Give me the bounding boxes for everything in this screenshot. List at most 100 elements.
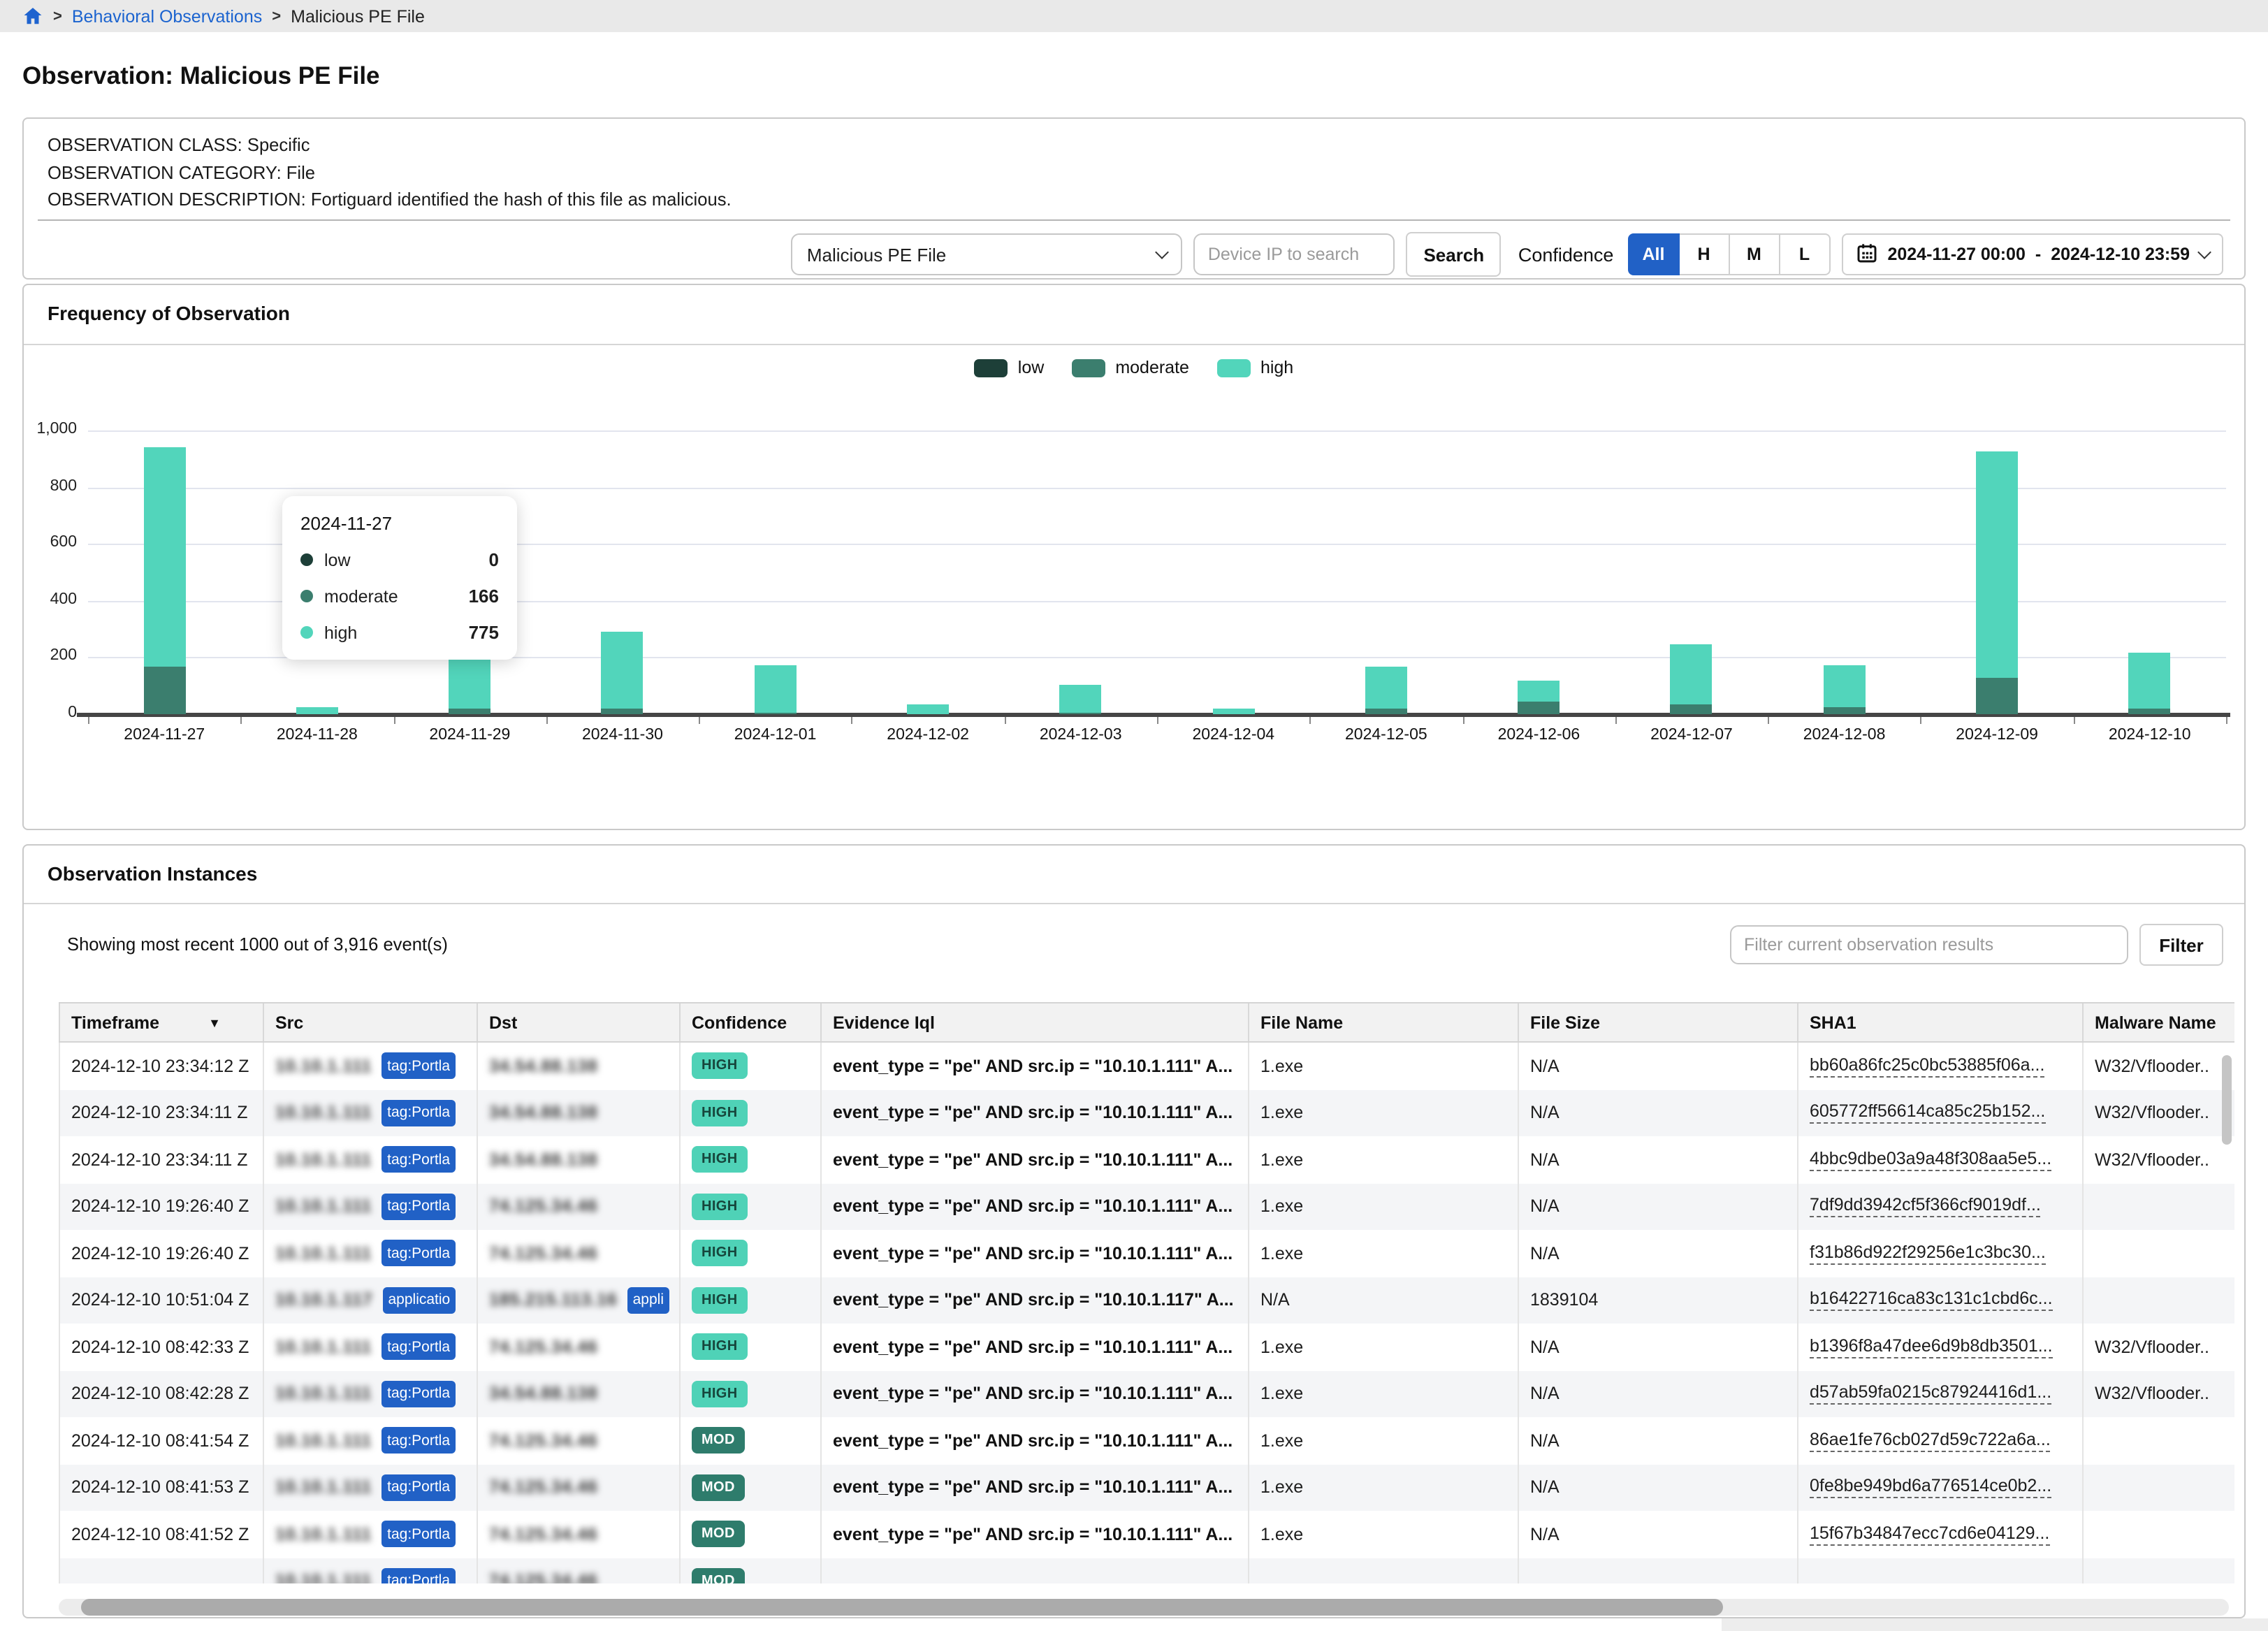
bar-2024-11-28[interactable] (241, 430, 394, 714)
divider (38, 219, 2230, 221)
bar-segment-high (907, 704, 950, 714)
table-row[interactable]: 2024-12-10 19:26:40 Z 10.10.1.111 tag:Por… (59, 1230, 2234, 1277)
bar-2024-12-02[interactable] (852, 430, 1005, 714)
bar-2024-12-08[interactable] (1768, 430, 1921, 714)
y-axis-tick-label: 800 (50, 477, 77, 495)
column-header-timeframe[interactable]: Timeframe ▼ (59, 1003, 264, 1041)
bar-2024-11-30[interactable] (546, 430, 699, 714)
x-axis-tick-label: 2024-12-05 (1345, 727, 1427, 744)
legend-swatch (1072, 358, 1106, 377)
bar-2024-12-10[interactable] (2073, 430, 2226, 714)
src-tag-badge: tag:Portla (381, 1380, 456, 1407)
table-row[interactable]: 2024-12-10 23:34:11 Z 10.10.1.111 tag:Por… (59, 1136, 2234, 1183)
bar-2024-12-03[interactable] (1004, 430, 1157, 714)
filter-button[interactable]: Filter (2139, 924, 2223, 966)
table-row[interactable]: 2024-12-10 08:41:52 Z 10.10.1.111 tag:Por… (59, 1511, 2234, 1558)
confidence-badge: HIGH (692, 1099, 748, 1126)
window-scrollbar-strip[interactable] (1722, 1618, 2268, 1631)
column-header-sha1[interactable]: SHA1 (1798, 1003, 2084, 1041)
table-row[interactable]: 2024-12-10 19:26:40 Z 10.10.1.111 tag:Por… (59, 1183, 2234, 1230)
bar-2024-11-27[interactable] (88, 430, 241, 714)
x-axis-tick (546, 717, 548, 724)
table-row[interactable]: 2024-12-10 23:34:11 Z 10.10.1.111 tag:Por… (59, 1089, 2234, 1136)
sha1-link[interactable]: 7df9dd3942cf5f366cf9019df... (1810, 1196, 2041, 1218)
column-header-dst[interactable]: Dst (478, 1003, 681, 1041)
blurred-src-ip: 10.10.1.111 (275, 1196, 372, 1217)
sha1-link[interactable]: 4bbc9dbe03a9a48f308aa5e5... (1810, 1149, 2052, 1171)
legend-item-high[interactable]: high (1216, 358, 1293, 377)
column-header-confidence[interactable]: Confidence (681, 1003, 822, 1041)
sha1-link[interactable]: b1396f8a47dee6d9b8db3501... (1810, 1336, 2053, 1358)
confidence-option-l[interactable]: L (1780, 233, 1831, 275)
bar-2024-12-07[interactable] (1615, 430, 1768, 714)
table-row[interactable]: 2024-12-10 08:42:33 Z 10.10.1.111 tag:Por… (59, 1324, 2234, 1370)
horizontal-scrollbar[interactable] (59, 1599, 2229, 1616)
x-axis-tick-label: 2024-11-28 (276, 727, 358, 744)
y-axis-tick-label: 0 (68, 704, 77, 721)
blurred-src-ip: 10.10.1.111 (275, 1103, 372, 1123)
legend-item-low[interactable]: low (974, 358, 1044, 377)
column-header-evidence[interactable]: Evidence Iql (822, 1003, 1249, 1041)
sha1-link[interactable]: bb60a86fc25c0bc53885f06a... (1810, 1055, 2045, 1078)
sha1-link[interactable]: d57ab59fa0215c87924416d1... (1810, 1383, 2052, 1405)
blurred-dst-ip: 185.215.113.16 (489, 1290, 618, 1310)
bar-2024-12-06[interactable] (1462, 430, 1615, 714)
date-range-picker[interactable]: 2024-11-27 00:00 - 2024-12-10 23:59 (1841, 233, 2223, 275)
x-axis-tick (851, 717, 853, 724)
bar-segment-high (601, 632, 644, 709)
bar-segment-moderate (601, 709, 644, 714)
table-row[interactable]: 2024-12-10 08:41:54 Z 10.10.1.111 tag:Por… (59, 1417, 2234, 1464)
blurred-dst-ip: 74.125.34.46 (489, 1571, 598, 1584)
breadcrumb-link-behavioral-observations[interactable]: Behavioral Observations (71, 6, 263, 26)
confidence-option-m[interactable]: M (1729, 233, 1780, 275)
x-axis-tick (393, 717, 395, 724)
sha1-link[interactable]: 0fe8be949bd6a776514ce0b2... (1810, 1477, 2052, 1499)
legend-item-moderate[interactable]: moderate (1072, 358, 1189, 377)
confidence-badge: MOD (692, 1427, 745, 1454)
x-axis-tick (1615, 717, 1617, 724)
confidence-badge: MOD (692, 1474, 745, 1501)
sha1-link[interactable]: f31b86d922f29256e1c3bc30... (1810, 1242, 2046, 1265)
table-row[interactable]: 2024-12-10 08:42:28 Z 10.10.1.111 tag:Por… (59, 1370, 2234, 1417)
sha1-link[interactable]: 15f67b34847ecc7cd6e04129... (1810, 1523, 2050, 1546)
column-header-src[interactable]: Src (264, 1003, 478, 1041)
sha1-link[interactable]: 605772ff56614ca85c25b152... (1810, 1102, 2046, 1124)
home-icon[interactable] (22, 6, 43, 27)
blurred-dst-ip: 34.54.88.138 (489, 1056, 598, 1076)
table-row[interactable]: 10.10.1.111 tag:Portla 74.125.34.46 MOD (59, 1558, 2234, 1583)
sort-descending-icon[interactable]: ▼ (208, 1015, 221, 1029)
bar-segment-high (754, 665, 797, 713)
x-axis-tick-label: 2024-12-01 (734, 727, 817, 744)
gridline (88, 600, 2226, 602)
bar-segment-moderate (1365, 709, 1407, 714)
bar-2024-12-04[interactable] (1157, 430, 1310, 714)
device-ip-input[interactable] (1193, 233, 1395, 275)
confidence-option-all[interactable]: All (1627, 233, 1680, 275)
sha1-link[interactable]: b16422716ca83c131c1cbd6c... (1810, 1289, 2053, 1312)
observation-category: OBSERVATION CATEGORY: File (48, 161, 316, 182)
y-axis-tick-label: 200 (50, 647, 77, 665)
confidence-option-h[interactable]: H (1679, 233, 1730, 275)
x-axis-tick (1462, 717, 1464, 724)
table-row[interactable]: 2024-12-10 08:41:53 Z 10.10.1.111 tag:Por… (59, 1464, 2234, 1511)
observation-select[interactable]: Malicious PE File (791, 233, 1183, 275)
bar-2024-12-05[interactable] (1310, 430, 1463, 714)
column-header-file-size[interactable]: File Size (1519, 1003, 1798, 1041)
x-axis-tick (2073, 717, 2075, 724)
search-button[interactable]: Search (1406, 232, 1502, 277)
column-header-malware-name[interactable]: Malware Name (2095, 1013, 2216, 1032)
sha1-link[interactable]: 86ae1fe76cb027d59c722a6a... (1810, 1430, 2051, 1452)
bar-2024-12-09[interactable] (1921, 430, 2074, 714)
bar-2024-12-01[interactable] (699, 430, 852, 714)
filter-input[interactable] (1730, 925, 2128, 964)
x-axis-tick-label: 2024-12-09 (1956, 727, 2038, 744)
horizontal-scrollbar-thumb[interactable] (81, 1599, 1723, 1616)
bar-segment-high (1365, 666, 1407, 709)
confidence-badge: HIGH (692, 1333, 748, 1361)
column-header-file-name[interactable]: File Name (1249, 1003, 1519, 1041)
filter-bar: Filter (1730, 924, 2223, 966)
table-row[interactable]: 2024-12-10 10:51:04 Z 10.10.1.117 applica… (59, 1277, 2234, 1324)
table-row[interactable]: 2024-12-10 23:34:12 Z 10.10.1.111 tag:Por… (59, 1043, 2234, 1089)
vertical-scrollbar-thumb[interactable] (2222, 1055, 2232, 1145)
